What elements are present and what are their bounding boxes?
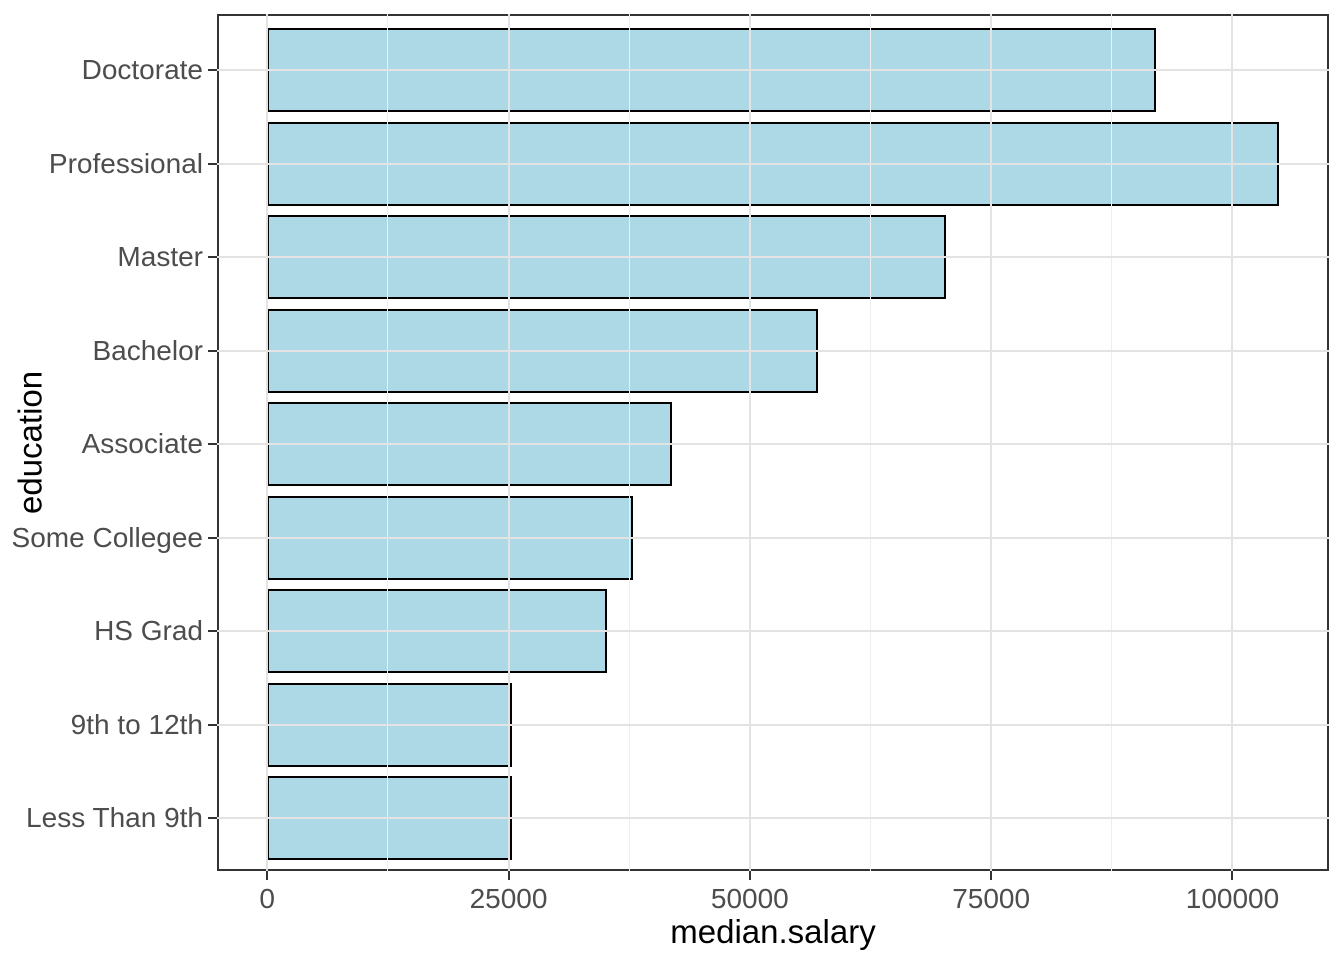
y-tick-mark: [208, 817, 217, 819]
gridline-major-horizontal: [217, 443, 1329, 445]
gridline-major-horizontal: [217, 349, 1329, 352]
gridline-major-vertical: [1231, 14, 1234, 871]
y-tick-mark: [208, 536, 217, 539]
y-axis-title: education: [11, 370, 49, 515]
gridline-minor-vertical: [628, 14, 630, 871]
y-tick-label: Master: [117, 241, 203, 272]
gridline-minor-vertical: [1111, 14, 1113, 871]
y-tick-label: Less Than 9th: [26, 802, 203, 833]
y-tick-label: Doctorate: [81, 54, 203, 85]
x-axis-title: median.salary: [670, 913, 876, 950]
gridline-major-horizontal: [217, 162, 1329, 165]
x-tick-label: 75000: [952, 883, 1031, 914]
gridline-major-horizontal: [217, 630, 1329, 632]
x-tick-label: 100000: [1185, 883, 1280, 914]
y-tick-mark: [208, 162, 217, 165]
x-tick-mark: [1231, 871, 1234, 880]
gridline-major-horizontal: [217, 69, 1329, 71]
y-tick-label: Associate: [81, 428, 203, 459]
y-tick-label: Some Collegee: [11, 521, 203, 553]
y-tick-label: 9th to 12th: [70, 708, 203, 740]
x-tick-mark: [266, 871, 269, 880]
gridline-major-horizontal: [217, 256, 1329, 258]
plot-panel: [217, 14, 1329, 871]
x-tick-mark: [748, 871, 751, 880]
y-tick-mark: [208, 443, 217, 445]
y-tick-label: Bachelor: [92, 334, 203, 366]
y-tick-mark: [208, 69, 217, 71]
y-tick-mark: [208, 630, 217, 632]
x-tick-label: 25000: [469, 883, 548, 914]
x-tick-label: 0: [259, 883, 275, 914]
y-tick-label: HS Grad: [94, 615, 203, 646]
y-tick-label: Professional: [48, 147, 203, 179]
x-tick-mark: [507, 871, 510, 880]
x-tick-label: 50000: [710, 883, 789, 914]
gridline-major-vertical: [266, 14, 269, 871]
y-tick-mark: [208, 256, 217, 258]
gridline-minor-vertical: [387, 14, 389, 871]
gridline-major-vertical: [990, 14, 993, 871]
gridline-major-horizontal: [217, 817, 1329, 819]
gridline-major-vertical: [748, 14, 751, 871]
y-tick-mark: [208, 349, 217, 352]
y-tick-mark: [208, 723, 217, 726]
gridline-minor-vertical: [869, 14, 871, 871]
gridline-major-vertical: [507, 14, 510, 871]
gridline-major-horizontal: [217, 536, 1329, 539]
x-tick-mark: [990, 871, 993, 880]
gridline-major-horizontal: [217, 723, 1329, 726]
